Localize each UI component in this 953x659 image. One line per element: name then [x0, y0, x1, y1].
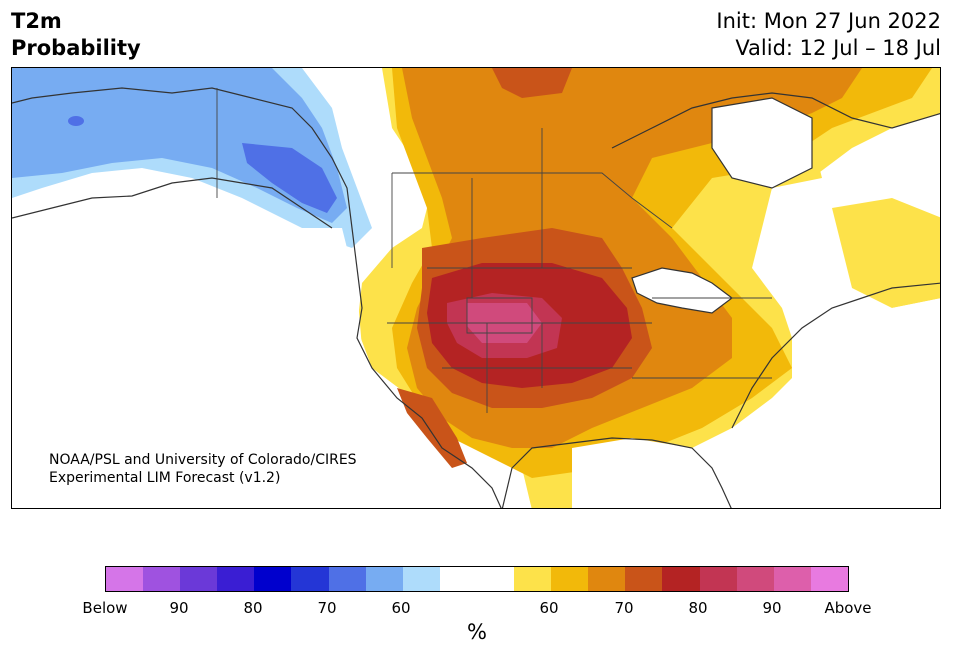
colorbar-swatch — [699, 567, 737, 591]
colorbar-swatch — [810, 567, 848, 591]
colorbar-swatch — [402, 567, 440, 591]
pacific-ocean — [12, 228, 481, 508]
valid-date: Valid: 12 Jul – 18 Jul — [735, 36, 941, 60]
shade-cool-75 — [68, 116, 84, 126]
colorbar-tick-label: 70 — [614, 599, 634, 617]
colorbar-tick-label: 60 — [391, 599, 411, 617]
colorbar-swatch — [476, 567, 515, 591]
colorbar-tick-label: 80 — [688, 599, 708, 617]
colorbar-swatch — [736, 567, 774, 591]
colorbar-swatch — [106, 567, 144, 591]
coastlines — [12, 87, 940, 508]
atlantic-ocean — [733, 298, 940, 508]
gulf-of-mexico — [572, 438, 712, 508]
colorbar-swatch — [625, 567, 663, 591]
colorbar-swatch — [514, 567, 552, 591]
colorbar-swatch — [551, 567, 589, 591]
colorbar-swatch — [773, 567, 811, 591]
title-line-2: Probability — [11, 36, 141, 60]
map-canvas: NOAA/PSL and University of Colorado/CIRE… — [12, 68, 940, 508]
hudson-bay — [712, 98, 812, 188]
great-lakes — [632, 268, 732, 313]
forecast-dates: Init: Mon 27 Jun 2022 Valid: 12 Jul – 18… — [716, 8, 941, 62]
colorbar-swatch — [291, 567, 329, 591]
probability-map: NOAA/PSL and University of Colorado/CIRE… — [11, 67, 941, 509]
probability-colorbar — [105, 566, 849, 592]
colorbar-tick-label: Below — [82, 599, 128, 617]
shade-cool-65 — [12, 68, 347, 223]
colorbar-swatch — [588, 567, 626, 591]
shade-warm-60b — [832, 198, 940, 308]
colorbar-tick-label: 90 — [762, 599, 782, 617]
colorbar-swatch — [365, 567, 403, 591]
map-title: T2m Probability — [11, 8, 141, 62]
colorbar-swatch — [180, 567, 218, 591]
colorbar-swatch — [143, 567, 181, 591]
colorbar-unit: % — [467, 620, 487, 644]
colorbar-tick-label: 60 — [539, 599, 559, 617]
colorbar-swatch — [328, 567, 366, 591]
colorbar-tick-label: 80 — [243, 599, 263, 617]
political-borders — [216, 88, 772, 413]
colorbar-swatch — [662, 567, 700, 591]
shade-warm-75b — [492, 68, 572, 98]
colorbar-tick-label: Above — [824, 599, 872, 617]
colorbar-tick-label: 70 — [317, 599, 337, 617]
title-line-1: T2m — [11, 9, 62, 33]
credit-line-1: NOAA/PSL and University of Colorado/CIRE… — [49, 452, 357, 468]
colorbar-swatch — [439, 567, 477, 591]
credit-line-2: Experimental LIM Forecast (v1.2) — [49, 470, 280, 486]
shade-cool-70 — [242, 143, 337, 213]
colorbar-swatch — [217, 567, 255, 591]
init-date: Init: Mon 27 Jun 2022 — [716, 9, 941, 33]
colorbar-swatch — [254, 567, 292, 591]
shade-warm-90b — [397, 388, 467, 468]
colorbar-tick-label: 90 — [169, 599, 189, 617]
